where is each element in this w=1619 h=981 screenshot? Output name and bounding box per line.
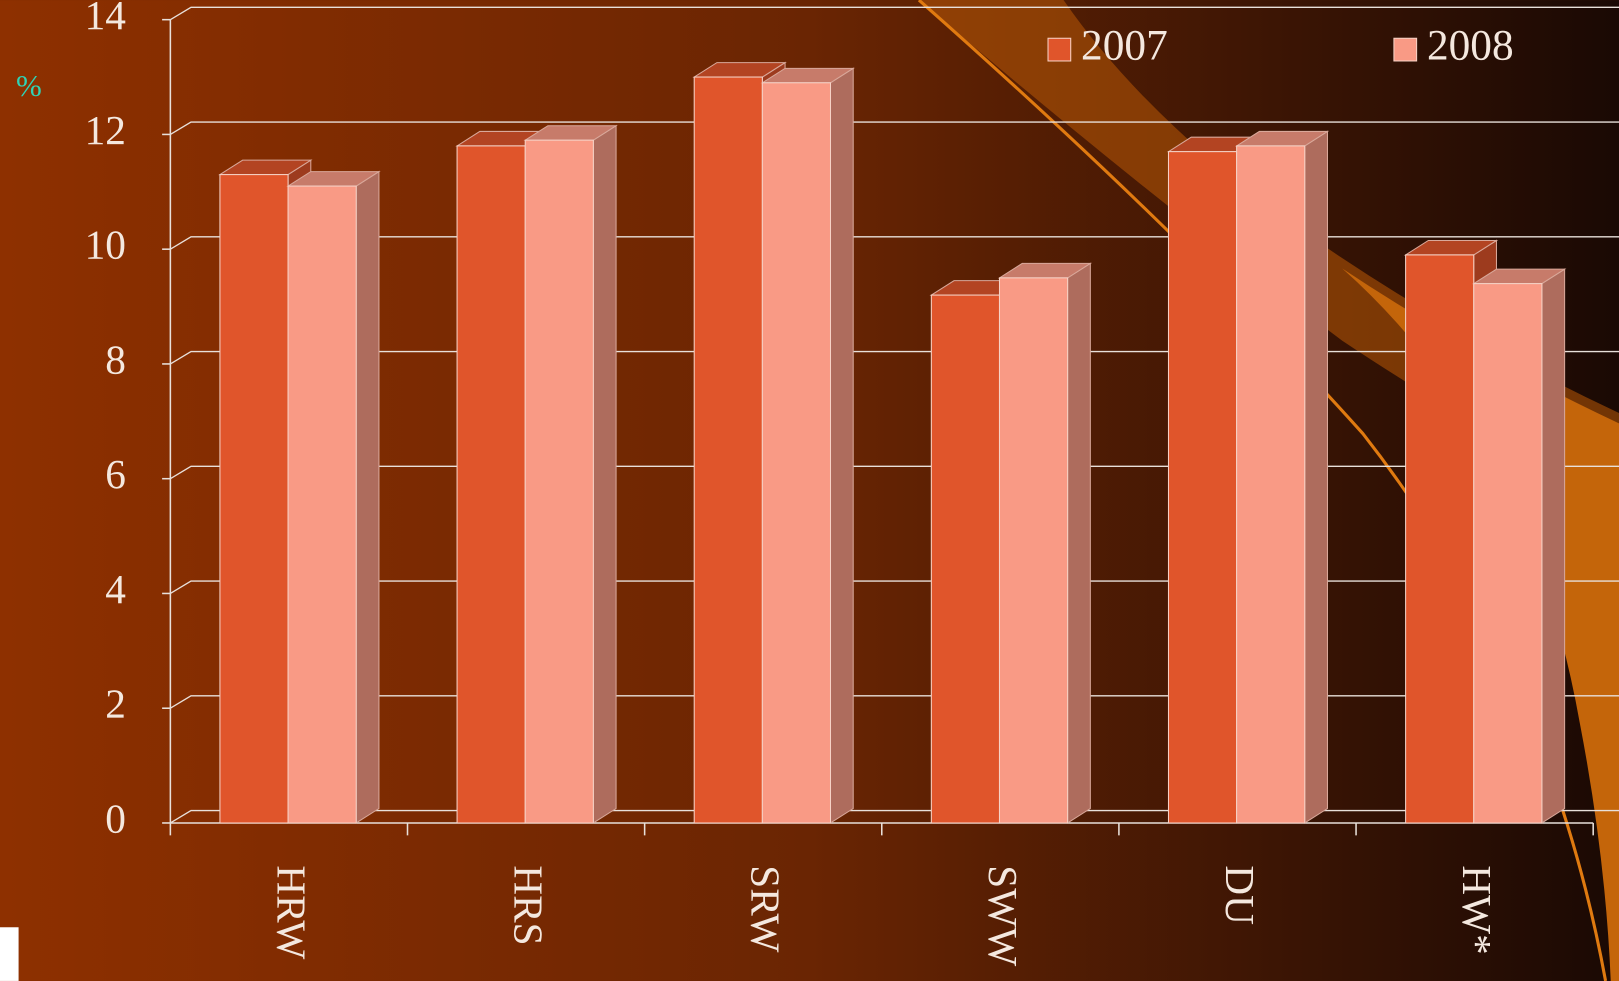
y-tick-label: 10 bbox=[85, 222, 126, 268]
grid-line bbox=[170, 809, 1619, 824]
legend-swatch bbox=[1393, 37, 1418, 62]
bar bbox=[287, 185, 357, 824]
legend-label: 2008 bbox=[1427, 22, 1514, 70]
y-tick-label: 12 bbox=[85, 107, 126, 153]
bar-side bbox=[355, 170, 380, 824]
bar bbox=[1473, 283, 1543, 824]
y-tick-label: 14 bbox=[85, 0, 126, 38]
legend-swatch bbox=[1047, 37, 1072, 62]
bar bbox=[219, 174, 289, 824]
bar bbox=[1405, 254, 1475, 824]
bar-side bbox=[592, 124, 617, 824]
grid-line bbox=[170, 580, 1619, 595]
y-tick-label: 6 bbox=[105, 451, 126, 497]
y-tick-label: 8 bbox=[105, 336, 126, 382]
x-tick-label: SWW bbox=[980, 865, 1026, 966]
grid-line bbox=[170, 6, 1619, 21]
bar bbox=[998, 277, 1069, 824]
legend-label: 2007 bbox=[1081, 22, 1168, 70]
bar-side bbox=[829, 67, 854, 824]
grid-line bbox=[170, 236, 1619, 250]
bar-side bbox=[1067, 262, 1091, 824]
y-tick-label: 0 bbox=[105, 795, 126, 841]
bar bbox=[693, 76, 763, 824]
x-tick-label: HRW bbox=[268, 865, 314, 959]
decor-corner bbox=[0, 927, 19, 981]
bar bbox=[930, 294, 1001, 824]
bar-side bbox=[1541, 268, 1566, 824]
bar bbox=[1236, 145, 1306, 824]
bar-side bbox=[1304, 130, 1329, 824]
y-axis-label: % bbox=[16, 68, 42, 103]
grid-line bbox=[170, 695, 1619, 709]
bar bbox=[524, 139, 594, 824]
grid-line bbox=[170, 121, 1619, 136]
y-tick-label: 4 bbox=[105, 566, 126, 612]
y-tick-label: 2 bbox=[105, 681, 126, 727]
x-tick-label: SRW bbox=[743, 865, 789, 952]
x-tick-label: HRS bbox=[506, 865, 552, 945]
x-tick-label: DU bbox=[1217, 865, 1263, 925]
grid-line bbox=[170, 465, 1619, 480]
bar bbox=[761, 82, 832, 824]
bar bbox=[1167, 151, 1238, 824]
x-tick-label: HW* bbox=[1454, 865, 1500, 954]
bar bbox=[456, 145, 526, 824]
grid-line bbox=[170, 350, 1619, 365]
